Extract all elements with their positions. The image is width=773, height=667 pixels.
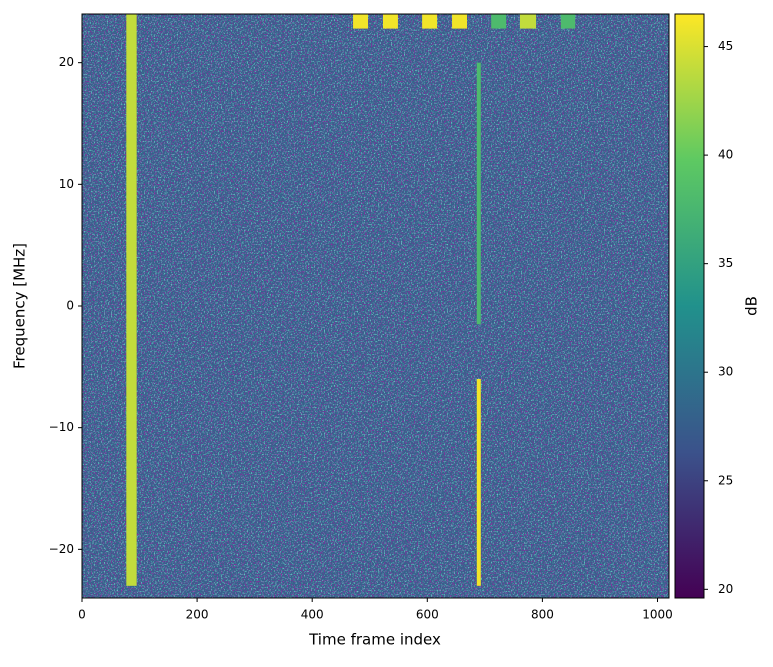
colorbar (674, 13, 705, 599)
signal-region (126, 14, 137, 586)
x-tick-label: 0 (78, 608, 86, 622)
colorbar-tick-label: 30 (718, 365, 733, 379)
y-axis-label: Frequency [MHz] (11, 243, 29, 369)
colorbar-tick-label: 45 (718, 39, 733, 53)
x-tick-label: 600 (416, 608, 439, 622)
signal-region (353, 14, 369, 29)
colorbar-tick-label: 40 (718, 148, 733, 162)
signal-region (382, 14, 398, 29)
x-tick-label: 800 (531, 608, 554, 622)
signal-region (491, 14, 507, 29)
signal-region (476, 379, 481, 586)
signal-region (519, 14, 537, 29)
y-tick-label: 20 (59, 55, 74, 69)
noise-texture (82, 14, 669, 598)
x-axis-label: Time frame index (308, 631, 441, 649)
y-tick-label: −20 (49, 542, 74, 556)
y-tick-label: −10 (49, 420, 74, 434)
y-tick-label: 10 (59, 177, 74, 191)
signal-region (476, 62, 481, 325)
signal-region (560, 14, 576, 29)
colorbar-tick-label: 35 (718, 256, 733, 270)
y-tick-label: 0 (66, 299, 74, 313)
colorbar-label: dB (743, 296, 761, 316)
x-tick-label: 1000 (642, 608, 673, 622)
x-tick-label: 200 (186, 608, 209, 622)
signal-region (422, 14, 438, 29)
signal-region (452, 14, 468, 29)
colorbar-tick-label: 25 (718, 473, 733, 487)
colorbar-tick-label: 20 (718, 582, 733, 596)
x-tick-label: 400 (301, 608, 324, 622)
